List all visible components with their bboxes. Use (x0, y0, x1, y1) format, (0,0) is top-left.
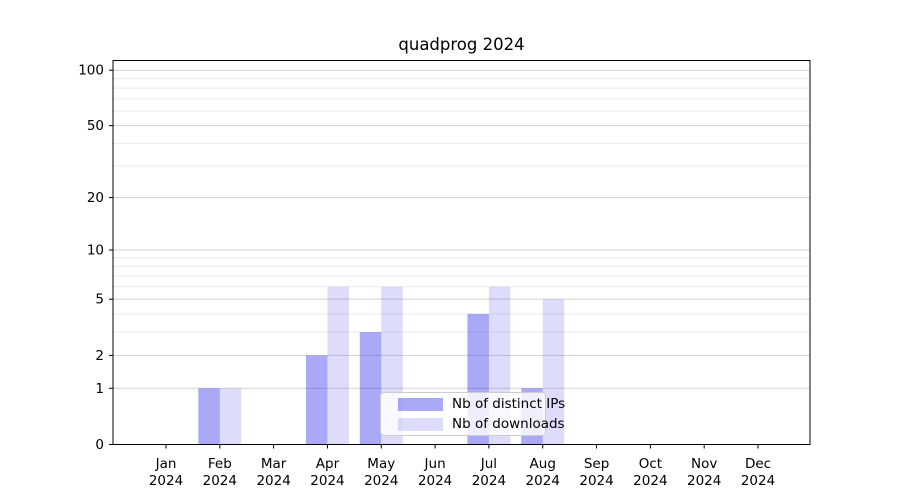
legend-item: Nb of distinct IPs (381, 396, 565, 413)
bar-downloads-aug (542, 299, 565, 445)
y-tick-label: 10 (87, 243, 104, 259)
x-tick-label-month: Sep (584, 456, 609, 472)
legend-swatch-distinct-ips (398, 397, 443, 411)
y-tick-label: 100 (78, 63, 104, 79)
x-tick-label-year: 2024 (633, 473, 667, 489)
legend-item: Nb of downloads (381, 416, 565, 433)
y-tick-label: 20 (87, 190, 104, 206)
x-tick-label-month: Dec (745, 456, 771, 472)
bar-distinct-ips-apr (305, 355, 328, 445)
x-tick-label-year: 2024 (687, 473, 721, 489)
x-tick-label-month: May (367, 456, 395, 472)
x-axis-labels: Jan2024Feb2024Mar2024Apr2024May2024Jun20… (149, 444, 775, 489)
gridlines-major (113, 69, 810, 389)
x-tick-label-year: 2024 (418, 473, 452, 489)
bar-downloads-apr (327, 286, 349, 445)
x-tick-label-year: 2024 (526, 473, 560, 489)
x-tick-label-month: Aug (530, 456, 556, 472)
x-tick-label-year: 2024 (579, 473, 613, 489)
legend-swatch-downloads (398, 417, 443, 431)
chart-legend: Nb of distinct IPs Nb of downloads (380, 392, 565, 436)
x-tick-label-year: 2024 (149, 473, 183, 489)
bar-downloads-feb (219, 388, 242, 445)
x-tick-label-month: Nov (691, 456, 717, 472)
chart-title: quadprog 2024 (398, 35, 525, 54)
y-tick-label: 5 (95, 292, 104, 308)
x-tick-label-year: 2024 (310, 473, 344, 489)
x-tick-label-month: Oct (639, 456, 662, 472)
x-tick-label-month: Jul (480, 456, 497, 472)
legend-label: Nb of distinct IPs (452, 396, 566, 412)
x-tick-label-month: Jun (424, 456, 446, 472)
x-tick-label-month: Mar (261, 456, 287, 472)
x-tick-label-year: 2024 (472, 473, 506, 489)
x-tick-label-year: 2024 (256, 473, 290, 489)
x-tick-label-year: 2024 (741, 473, 775, 489)
x-tick-label-month: Jan (155, 456, 177, 472)
x-tick-label-month: Apr (316, 456, 340, 472)
x-tick-label-year: 2024 (203, 473, 237, 489)
x-tick-label-month: Feb (208, 456, 232, 472)
y-axis-labels: 0 1 2 5 10 20 50 100 (78, 63, 113, 453)
gridlines-minor (113, 78, 810, 333)
bar-distinct-ips-feb (198, 388, 220, 445)
y-tick-label: 50 (87, 118, 104, 134)
y-tick-label: 0 (95, 437, 104, 453)
plot-frame (112, 60, 811, 445)
bar-distinct-ips-may (359, 332, 382, 445)
y-tick-label: 1 (95, 381, 104, 397)
legend-label: Nb of downloads (452, 416, 565, 432)
x-tick-label-year: 2024 (364, 473, 398, 489)
y-tick-label: 2 (95, 348, 104, 364)
